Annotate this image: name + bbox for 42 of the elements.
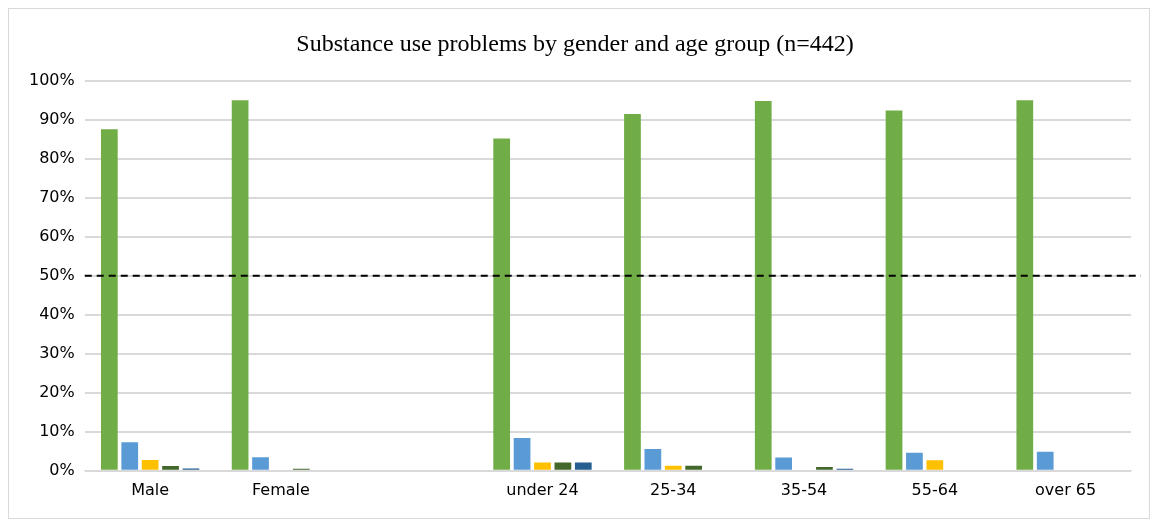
x-tick-label: over 65 [1035, 479, 1097, 499]
x-tick-label: Male [131, 479, 170, 499]
y-tick-label: 90% [39, 108, 75, 128]
bar [141, 459, 159, 470]
bar [121, 442, 139, 470]
x-tick-label: under 24 [506, 479, 579, 499]
y-tick-label: 60% [39, 225, 75, 245]
bar [624, 113, 641, 470]
bar [775, 457, 793, 470]
bar [644, 448, 662, 470]
bar [252, 457, 269, 470]
x-tick-label: Female [251, 479, 310, 499]
y-tick-label: 10% [39, 420, 75, 440]
bar [685, 465, 703, 470]
y-tick-label: 50% [39, 264, 75, 284]
y-tick-label: 80% [39, 147, 75, 167]
y-tick-label: 0% [49, 459, 75, 479]
bar [926, 460, 944, 470]
chart-title: Substance use problems by gender and age group (n=442) [296, 29, 854, 56]
y-tick-label: 20% [39, 381, 75, 401]
x-tick-label: 55-64 [911, 479, 959, 499]
y-tick-label: 100% [28, 69, 75, 89]
bar [513, 438, 531, 470]
y-tick-label: 70% [39, 186, 75, 206]
x-tick-label: 35-54 [780, 479, 828, 499]
y-tick-label: 30% [39, 342, 75, 362]
y-tick-label: 40% [39, 303, 75, 323]
bar [574, 462, 592, 470]
bar [885, 110, 903, 470]
bar [1036, 451, 1054, 470]
bar [554, 462, 572, 470]
bar [664, 465, 682, 470]
bar [534, 462, 551, 470]
bar [816, 466, 833, 470]
bar [1016, 100, 1034, 470]
bar [231, 100, 249, 470]
bar [493, 138, 511, 470]
bar [162, 466, 179, 470]
bar [906, 452, 923, 470]
x-tick-label: 25-34 [650, 479, 697, 499]
bar [100, 129, 118, 470]
bar [754, 101, 772, 470]
